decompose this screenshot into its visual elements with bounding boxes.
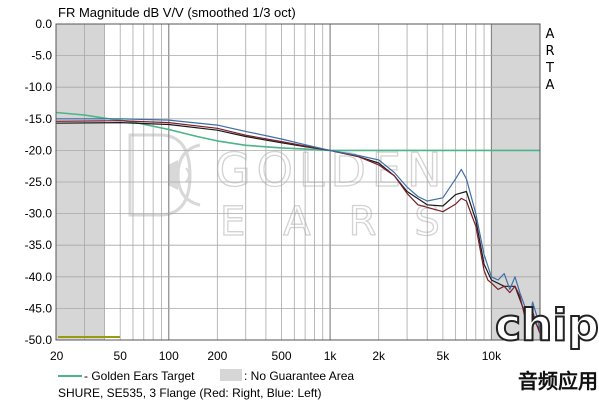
series-line-golden-ears-target — [55, 111, 540, 152]
side-letter-4: A — [546, 78, 555, 93]
x-tick-label: 2k — [372, 349, 386, 363]
y-tick-label: -25.0 — [25, 175, 53, 189]
y-tick-label: -50.0 — [25, 333, 53, 347]
chart-title: FR Magnitude dB V/V (smoothed 1/3 oct) — [58, 5, 296, 20]
y-tick-label: -40.0 — [25, 270, 53, 284]
legend-noguarantee-swatch — [220, 369, 242, 381]
legend: - Golden Ears Target : No Guarantee Area — [58, 369, 354, 383]
x-tick-labels: 20 50 100 200 500 1k 2k 5k 10k — [50, 349, 502, 363]
y-tick-label: -35.0 — [25, 238, 53, 252]
series-line-average — [55, 122, 541, 331]
x-tick-label: 1k — [324, 349, 338, 363]
side-letter-3: T — [545, 61, 554, 76]
x-tick-label: 100 — [159, 349, 179, 363]
y-tick-labels: 0.0 -5.0 -10.0 -15.0 -20.0 -25.0 -30.0 -35.0 -40… — [25, 17, 53, 347]
legend-noguarantee-label: : No Guarantee Area — [244, 369, 354, 383]
y-tick-label: -45.0 — [25, 301, 53, 315]
x-tick-label: 500 — [272, 349, 292, 363]
y-tick-label: -10.0 — [25, 80, 53, 94]
legend-target-label: - Golden Ears Target — [84, 369, 195, 383]
x-tick-label: 50 — [114, 349, 128, 363]
plot-frame — [55, 23, 541, 341]
footer-caption: SHURE, SE535, 3 Flange (Red: Right, Blue… — [58, 386, 321, 400]
golden-ears-watermark: GOLDEN EARS — [128, 133, 442, 246]
arta-side-label: A R T A — [545, 27, 555, 93]
chip-logo-icon: chip — [494, 299, 599, 352]
side-letter-2: R — [545, 44, 554, 59]
x-tick-label: 5k — [437, 349, 451, 363]
y-tick-label: -30.0 — [25, 207, 53, 221]
side-letter-1: A — [546, 27, 555, 42]
y-tick-label: -15.0 — [25, 112, 53, 126]
series-line-left — [56, 118, 541, 331]
x-tick-label: 200 — [207, 349, 227, 363]
y-tick-label: -5.0 — [31, 49, 52, 63]
watermark-logo-icon — [128, 133, 201, 217]
y-tick-label: 0.0 — [35, 17, 52, 31]
series-line-right — [55, 120, 541, 334]
badge-text: 音频应用 — [518, 369, 598, 393]
chip-logo-glyph: chip — [495, 300, 599, 351]
y-tick-label: -20.0 — [25, 143, 53, 157]
x-tick-label: 10k — [482, 349, 502, 363]
series-lines — [55, 111, 541, 334]
x-tick-label: 20 — [50, 349, 64, 363]
